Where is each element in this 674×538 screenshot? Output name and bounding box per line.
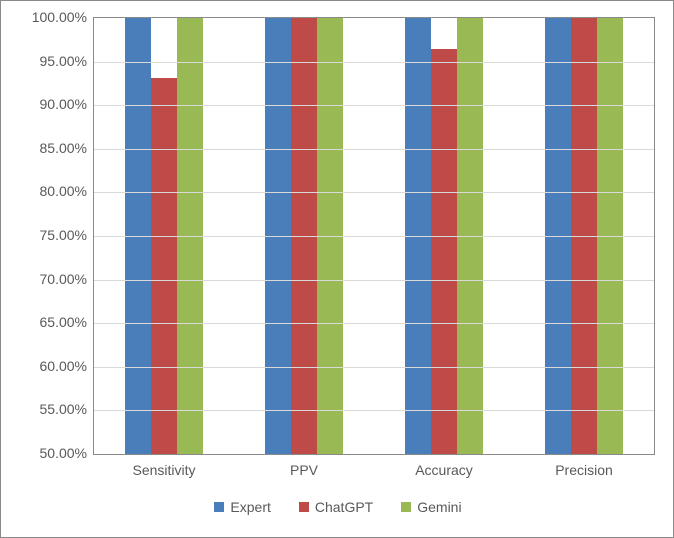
- legend-label: ChatGPT: [315, 499, 373, 515]
- legend-item: Gemini: [401, 499, 461, 515]
- y-tick-label: 50.00%: [7, 445, 87, 461]
- y-tick-label: 90.00%: [7, 96, 87, 112]
- grid-line: [94, 410, 654, 411]
- grid-line: [94, 280, 654, 281]
- legend-item: ChatGPT: [299, 499, 373, 515]
- plot-area: SensitivityPPVAccuracyPrecision: [93, 17, 655, 455]
- x-category-label: Accuracy: [374, 462, 514, 478]
- chart-frame: SensitivityPPVAccuracyPrecision Expert Ch…: [0, 0, 674, 538]
- legend-item: Expert: [214, 499, 270, 515]
- grid-line: [94, 192, 654, 193]
- y-tick-label: 75.00%: [7, 227, 87, 243]
- grid-line: [94, 62, 654, 63]
- legend: Expert ChatGPT Gemini: [1, 499, 674, 515]
- y-tick-label: 65.00%: [7, 314, 87, 330]
- x-category-label: PPV: [234, 462, 374, 478]
- legend-label: Expert: [230, 499, 270, 515]
- grid-line: [94, 105, 654, 106]
- legend-swatch: [401, 502, 411, 512]
- legend-label: Gemini: [417, 499, 461, 515]
- y-tick-label: 95.00%: [7, 53, 87, 69]
- legend-swatch: [214, 502, 224, 512]
- bar: [151, 78, 177, 454]
- y-tick-label: 60.00%: [7, 358, 87, 374]
- legend-swatch: [299, 502, 309, 512]
- grid-line: [94, 149, 654, 150]
- y-tick-label: 80.00%: [7, 183, 87, 199]
- x-category-label: Sensitivity: [94, 462, 234, 478]
- y-tick-label: 85.00%: [7, 140, 87, 156]
- grid-line: [94, 367, 654, 368]
- x-category-label: Precision: [514, 462, 654, 478]
- y-tick-label: 70.00%: [7, 271, 87, 287]
- bar: [431, 49, 457, 454]
- y-tick-label: 100.00%: [7, 9, 87, 25]
- grid-line: [94, 323, 654, 324]
- y-tick-label: 55.00%: [7, 401, 87, 417]
- grid-line: [94, 236, 654, 237]
